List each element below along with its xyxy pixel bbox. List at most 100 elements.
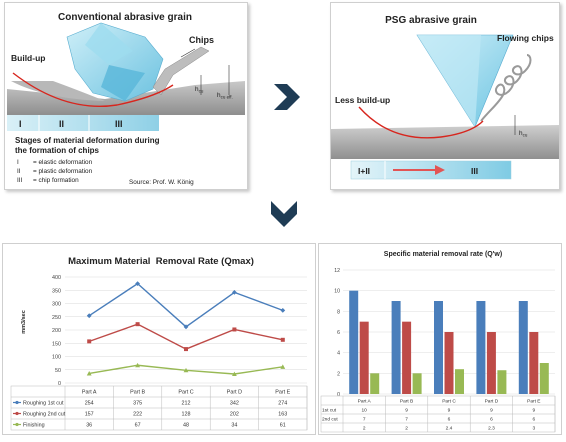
data-value: 6 <box>490 417 493 423</box>
data-value: 342 <box>230 401 239 407</box>
category-label: Part D <box>227 390 242 396</box>
less-buildup-label: Less build-up <box>335 95 390 105</box>
chip-shape <box>152 46 210 96</box>
row-label: 1st cut <box>322 408 337 414</box>
data-value: 2 <box>405 426 408 432</box>
row-label: 2nd cut <box>322 417 338 423</box>
y-tick-label: 400 <box>52 275 61 281</box>
bar <box>349 290 359 394</box>
legend-label: Roughing 2nd cut <box>23 412 66 418</box>
legend-item-3: III = chip formation <box>17 177 79 184</box>
y-tick-label: 6 <box>337 330 340 336</box>
data-value: 9 <box>448 408 451 414</box>
bar <box>391 301 401 394</box>
chevron-right-icon <box>274 84 300 110</box>
category-label: Part E <box>275 390 290 396</box>
stage-3-label: III <box>115 119 123 129</box>
bar <box>370 373 380 394</box>
data-point <box>232 327 237 332</box>
bar <box>434 301 443 394</box>
data-value: 375 <box>133 401 142 407</box>
grain-facet <box>85 23 133 65</box>
bar <box>518 301 528 394</box>
y-tick-label: 100 <box>52 355 61 361</box>
grain-facet-2 <box>101 65 145 101</box>
data-value: 61 <box>280 423 286 429</box>
bar <box>497 370 507 394</box>
data-point <box>86 371 92 376</box>
data-point <box>183 367 189 373</box>
psg-grain-diagram: PSG abrasive grain Flowing chips Less bu… <box>330 2 560 190</box>
bar <box>455 369 464 394</box>
chips-label: Chips <box>189 35 214 45</box>
legend-label: Finishing <box>23 423 45 429</box>
bar <box>539 363 549 394</box>
y-tick-label: 0 <box>337 392 340 398</box>
category-label: Part A <box>358 399 372 405</box>
data-point <box>280 364 286 369</box>
data-value: 254 <box>85 401 94 407</box>
category-label: Part C <box>442 399 456 405</box>
data-value: 222 <box>133 412 142 418</box>
flowing-chips-label: Flowing chips <box>497 33 554 43</box>
conventional-grain-diagram: Conventional abrasive grain Chips Build-… <box>4 2 248 190</box>
buildup-label: Build-up <box>11 53 45 63</box>
data-value: 34 <box>231 423 237 429</box>
data-value: 2 <box>363 426 366 432</box>
data-point <box>184 347 188 352</box>
stage-arrowhead-icon <box>435 165 445 175</box>
bar <box>529 332 539 394</box>
buildup-shape <box>11 81 105 101</box>
qmax-chart-title: Maximum Material Removal Rate (Qmax) <box>68 256 254 267</box>
data-point <box>135 362 140 368</box>
legend-marker <box>15 411 19 416</box>
psg-grain-title: PSG abrasive grain <box>385 15 477 26</box>
grain-path-line <box>358 106 484 139</box>
data-value: 67 <box>135 423 141 429</box>
data-value: 128 <box>182 412 191 418</box>
data-value: 48 <box>183 423 189 429</box>
y-tick-label: 2 <box>337 371 340 377</box>
qmax-y-axis-label: mm3/sec <box>21 310 27 334</box>
data-value: 2.4 <box>446 426 453 432</box>
bar <box>402 321 412 394</box>
stage-2-label: II <box>59 119 64 129</box>
chips-pointer <box>180 48 196 58</box>
qw-bar-chart: Specific material removal rate (Q'w) 0 2 4… <box>320 251 556 433</box>
y-tick-label: 350 <box>52 288 61 294</box>
qw-chart-title: Specific material removal rate (Q'w) <box>384 251 502 258</box>
data-value: 9 <box>532 408 535 414</box>
stages-title-line-2: the formation of chips <box>15 146 100 155</box>
stage-1-label: I <box>19 119 22 129</box>
bar <box>359 321 369 394</box>
data-point <box>280 337 285 342</box>
grain-facet <box>417 35 481 127</box>
qmax-line-chart: Maximum Material Removal Rate (Qmax) mm3… <box>10 256 308 431</box>
data-point <box>183 324 189 330</box>
data-value: 274 <box>278 401 287 407</box>
data-value: 157 <box>85 412 94 418</box>
data-point <box>232 371 237 376</box>
data-value: 2.3 <box>488 426 495 432</box>
bar <box>444 332 454 394</box>
data-value: 3 <box>532 426 535 432</box>
qmax-chart-panel: Maximum Material Removal Rate (Qmax) mm3… <box>2 243 316 435</box>
conventional-grain-title: Conventional abrasive grain <box>58 12 192 23</box>
category-label: Part D <box>485 399 499 405</box>
data-value: 9 <box>405 408 408 414</box>
y-tick-label: 200 <box>52 328 61 334</box>
stage-3-label: III <box>471 166 478 176</box>
data-value: 6 <box>448 417 451 423</box>
y-tick-label: 0 <box>58 381 61 387</box>
y-tick-label: 250 <box>52 315 61 321</box>
data-value: 10 <box>362 408 368 414</box>
data-value: 6 <box>532 417 535 423</box>
spiral-chip-shape <box>480 54 532 122</box>
legend-item-1: I = elastic deformation <box>17 159 93 166</box>
grain-path-line <box>12 72 174 108</box>
y-tick-label: 50 <box>55 368 61 374</box>
hcu-label: hcu <box>195 86 204 94</box>
data-value: 36 <box>86 423 92 429</box>
legend-item-2: II = plastic deformation <box>17 168 93 175</box>
category-label: Part B <box>130 390 145 396</box>
